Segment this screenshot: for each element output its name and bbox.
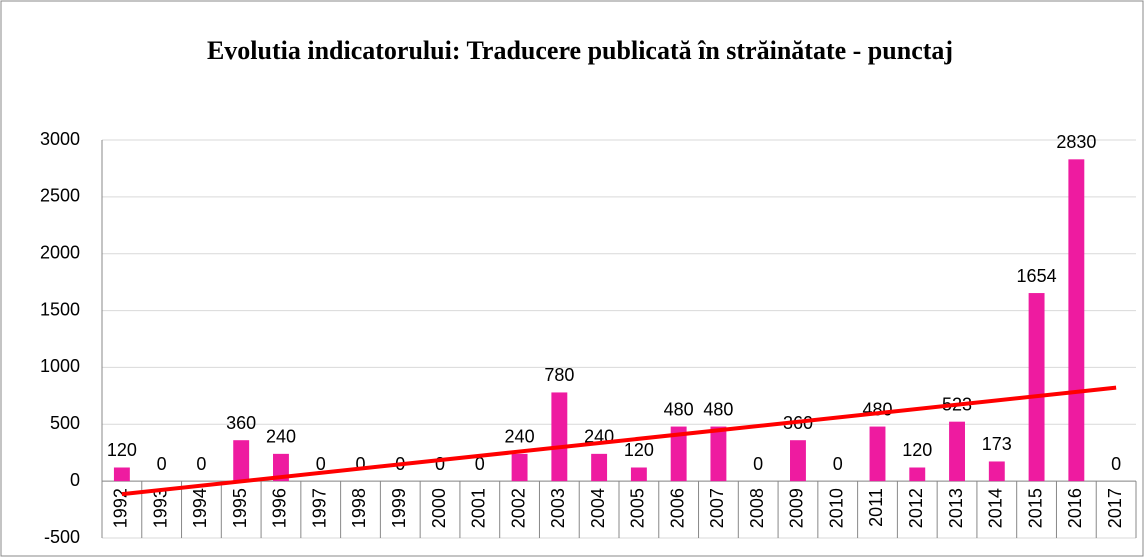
- x-tick-label: 2004: [588, 488, 608, 528]
- bar: [511, 453, 528, 482]
- x-tick-label: 2003: [548, 488, 568, 528]
- bar: [630, 467, 647, 482]
- bar: [1028, 293, 1045, 482]
- x-tick-label: 2010: [826, 488, 846, 528]
- data-label: 173: [982, 434, 1012, 454]
- x-tick-label: 2011: [866, 488, 886, 527]
- x-tick-label: 2006: [667, 488, 687, 528]
- trend-line: [121, 385, 1117, 497]
- bar: [591, 453, 608, 482]
- y-tick-label: 3000: [40, 129, 80, 149]
- y-tick-label: 1000: [40, 356, 80, 376]
- y-tick-label: 500: [50, 413, 80, 433]
- x-tick-label: 1997: [309, 488, 329, 528]
- bar: [710, 426, 727, 482]
- data-label: 0: [475, 454, 485, 474]
- x-tick-label: 2005: [628, 488, 648, 528]
- x-tick-label: 1995: [230, 488, 250, 528]
- data-label: 0: [316, 454, 326, 474]
- x-tick-label: 1994: [190, 488, 210, 528]
- x-tick-label: 1996: [270, 488, 290, 528]
- bar: [670, 426, 687, 482]
- data-label: 0: [833, 454, 843, 474]
- data-label: 120: [902, 440, 932, 460]
- bar: [273, 453, 289, 482]
- data-label: 780: [544, 365, 574, 385]
- y-tick-label: 2500: [40, 186, 80, 206]
- data-label: 0: [196, 454, 206, 474]
- x-tick-label: 2012: [906, 488, 926, 528]
- x-tick-label: 2002: [508, 488, 528, 528]
- x-tick-label: 2013: [946, 488, 966, 528]
- data-label: 1654: [1017, 266, 1057, 286]
- data-label: 120: [624, 440, 654, 460]
- bar: [790, 440, 806, 482]
- x-tick-label: 2015: [1025, 488, 1045, 528]
- y-tick-label: 1500: [40, 299, 80, 319]
- data-label: 480: [703, 399, 733, 419]
- x-tick-label: 2009: [787, 488, 807, 528]
- bar: [233, 440, 250, 482]
- x-tick-label: 2001: [469, 488, 489, 528]
- data-label: 360: [226, 413, 256, 433]
- bar: [113, 467, 130, 482]
- data-label: 0: [157, 454, 167, 474]
- data-label: 0: [753, 454, 763, 474]
- data-label: 0: [1111, 454, 1121, 474]
- data-label: 0: [355, 454, 365, 474]
- x-tick-label: 1998: [349, 488, 369, 528]
- bar: [949, 421, 965, 482]
- data-label: 120: [107, 440, 137, 460]
- data-label: 240: [266, 427, 296, 447]
- x-tick-label: 2007: [707, 488, 727, 528]
- chart-title: Evolutia indicatorului: Traducere public…: [206, 36, 954, 65]
- x-tick-label: 1993: [150, 488, 170, 528]
- x-tick-label: 2017: [1105, 488, 1125, 528]
- x-tick-label: 2008: [747, 488, 767, 528]
- bar: [869, 426, 886, 482]
- bar: [988, 461, 1005, 482]
- data-label: 0: [435, 454, 445, 474]
- data-label: 240: [505, 427, 535, 447]
- bar: [551, 392, 568, 482]
- x-tick-label: 2000: [429, 488, 449, 528]
- x-tick-label: 2014: [986, 488, 1006, 528]
- data-label: 2830: [1056, 132, 1096, 152]
- y-tick-label: 2000: [40, 242, 80, 262]
- y-tick-label: 0: [70, 470, 80, 490]
- x-tick-label: 1992: [111, 488, 131, 528]
- x-tick-label: 1999: [389, 488, 409, 528]
- data-label: 480: [664, 399, 694, 419]
- x-tick-label: 2016: [1065, 488, 1085, 528]
- y-tick-label: -500: [44, 527, 80, 547]
- bar: [909, 467, 926, 482]
- bar: [1068, 159, 1085, 482]
